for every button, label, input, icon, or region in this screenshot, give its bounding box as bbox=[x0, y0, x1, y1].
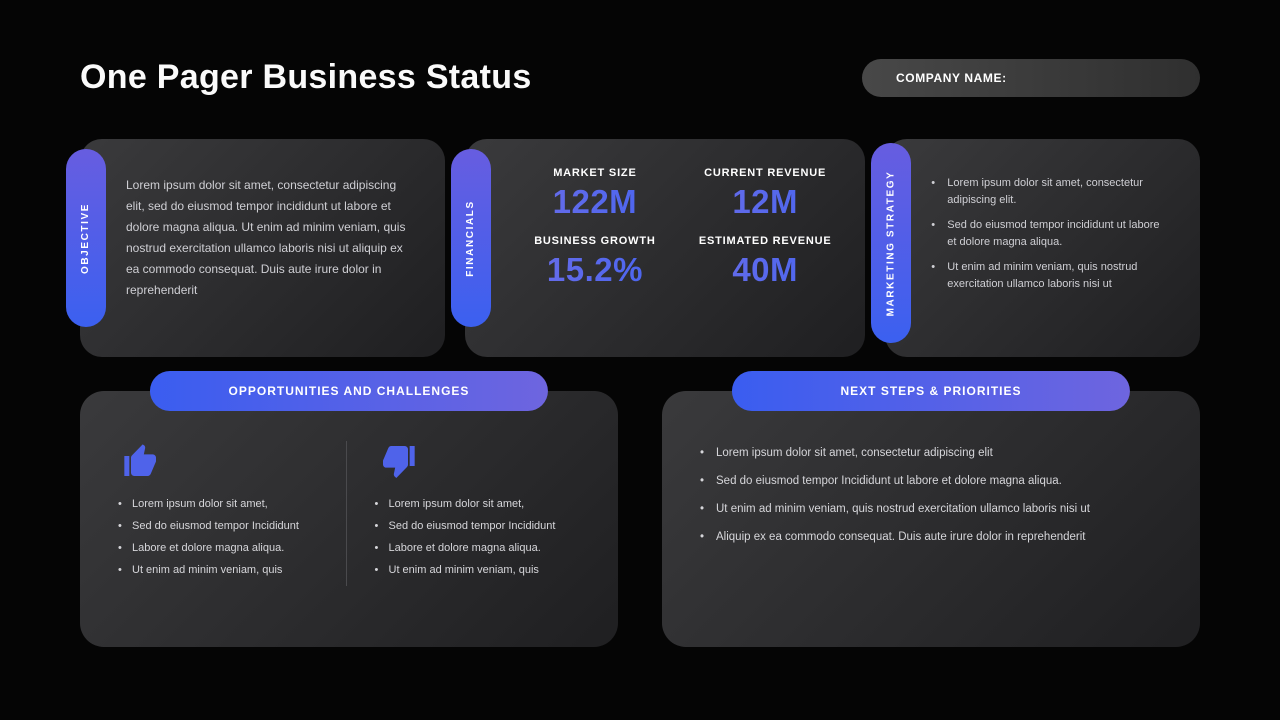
marketing-body: Lorem ipsum dolor sit amet, consectetur … bbox=[885, 139, 1200, 331]
metric-current-revenue: CURRENT REVENUE 12M bbox=[689, 167, 841, 221]
metric-label: CURRENT REVENUE bbox=[689, 167, 841, 179]
company-name-field[interactable]: COMPANY NAME: bbox=[862, 59, 1200, 97]
list-item: Sed do eiusmod tempor incididunt ut labo… bbox=[931, 217, 1170, 251]
list-item: Lorem ipsum dolor sit amet, consectetur … bbox=[931, 175, 1170, 209]
list-item: Sed do eiusmod tempor Incididunt ut labo… bbox=[700, 475, 1162, 487]
list-item: Lorem ipsum dolor sit amet, bbox=[118, 498, 324, 510]
next-steps-tab: NEXT STEPS & PRIORITIES bbox=[732, 371, 1130, 411]
list-item: Sed do eiusmod tempor Incididunt bbox=[375, 520, 581, 532]
next-steps-card: NEXT STEPS & PRIORITIES Lorem ipsum dolo… bbox=[662, 391, 1200, 647]
list-item: Labore et dolore magna aliqua. bbox=[118, 542, 324, 554]
metric-value: 12M bbox=[689, 183, 841, 221]
list-item: Aliquip ex ea commodo consequat. Duis au… bbox=[700, 531, 1162, 543]
objective-tab-label: OBJECTIVE bbox=[81, 202, 92, 273]
page-title: One Pager Business Status bbox=[80, 58, 532, 97]
marketing-card: MARKETING STRATEGY Lorem ipsum dolor sit… bbox=[885, 139, 1200, 357]
thumbs-up-icon bbox=[118, 441, 324, 486]
thumbs-down-icon bbox=[375, 441, 581, 486]
metric-value: 40M bbox=[689, 251, 841, 289]
metric-label: MARKET SIZE bbox=[519, 167, 671, 179]
list-item: Labore et dolore magna aliqua. bbox=[375, 542, 581, 554]
list-item: Lorem ipsum dolor sit amet, consectetur … bbox=[700, 447, 1162, 459]
next-steps-body: Lorem ipsum dolor sit amet, consectetur … bbox=[662, 391, 1200, 647]
financials-card: FINANCIALS MARKET SIZE 122M CURRENT REVE… bbox=[465, 139, 866, 357]
list-item: Ut enim ad minim veniam, quis bbox=[375, 564, 581, 576]
opportunities-card: OPPORTUNITIES AND CHALLENGES Lorem ipsum… bbox=[80, 391, 618, 647]
opportunities-tab: OPPORTUNITIES AND CHALLENGES bbox=[150, 371, 548, 411]
financials-tab-label: FINANCIALS bbox=[465, 200, 476, 277]
metric-market-size: MARKET SIZE 122M bbox=[519, 167, 671, 221]
metric-label: ESTIMATED REVENUE bbox=[689, 235, 841, 247]
list-item: Lorem ipsum dolor sit amet, bbox=[375, 498, 581, 510]
metric-value: 15.2% bbox=[519, 251, 671, 289]
metric-estimated-revenue: ESTIMATED REVENUE 40M bbox=[689, 229, 841, 289]
opportunities-positive: Lorem ipsum dolor sit amet, Sed do eiusm… bbox=[118, 441, 346, 586]
marketing-tab: MARKETING STRATEGY bbox=[871, 143, 911, 343]
page: One Pager Business Status COMPANY NAME: … bbox=[0, 0, 1280, 720]
list-item: Sed do eiusmod tempor Incididunt bbox=[118, 520, 324, 532]
objective-text: Lorem ipsum dolor sit amet, consectetur … bbox=[126, 175, 415, 301]
objective-card: OBJECTIVE Lorem ipsum dolor sit amet, co… bbox=[80, 139, 445, 357]
metric-label: BUSINESS GROWTH bbox=[519, 235, 671, 247]
metric-business-growth: BUSINESS GROWTH 15.2% bbox=[519, 229, 671, 289]
marketing-list: Lorem ipsum dolor sit amet, consectetur … bbox=[931, 175, 1170, 293]
objective-body: Lorem ipsum dolor sit amet, consectetur … bbox=[80, 139, 445, 331]
bottom-row: OPPORTUNITIES AND CHALLENGES Lorem ipsum… bbox=[80, 391, 1200, 647]
list-item: Ut enim ad minim veniam, quis nostrud ex… bbox=[700, 503, 1162, 515]
financials-tab: FINANCIALS bbox=[451, 149, 491, 327]
list-item: Ut enim ad minim veniam, quis bbox=[118, 564, 324, 576]
objective-tab: OBJECTIVE bbox=[66, 149, 106, 327]
opportunities-negative: Lorem ipsum dolor sit amet, Sed do eiusm… bbox=[346, 441, 581, 586]
metric-value: 122M bbox=[519, 183, 671, 221]
opportunities-body: Lorem ipsum dolor sit amet, Sed do eiusm… bbox=[80, 391, 618, 647]
header: One Pager Business Status COMPANY NAME: bbox=[80, 58, 1200, 97]
marketing-tab-label: MARKETING STRATEGY bbox=[886, 170, 897, 316]
top-row: OBJECTIVE Lorem ipsum dolor sit amet, co… bbox=[80, 139, 1200, 357]
financials-grid: MARKET SIZE 122M CURRENT REVENUE 12M BUS… bbox=[465, 139, 866, 313]
list-item: Ut enim ad minim veniam, quis nostrud ex… bbox=[931, 259, 1170, 293]
